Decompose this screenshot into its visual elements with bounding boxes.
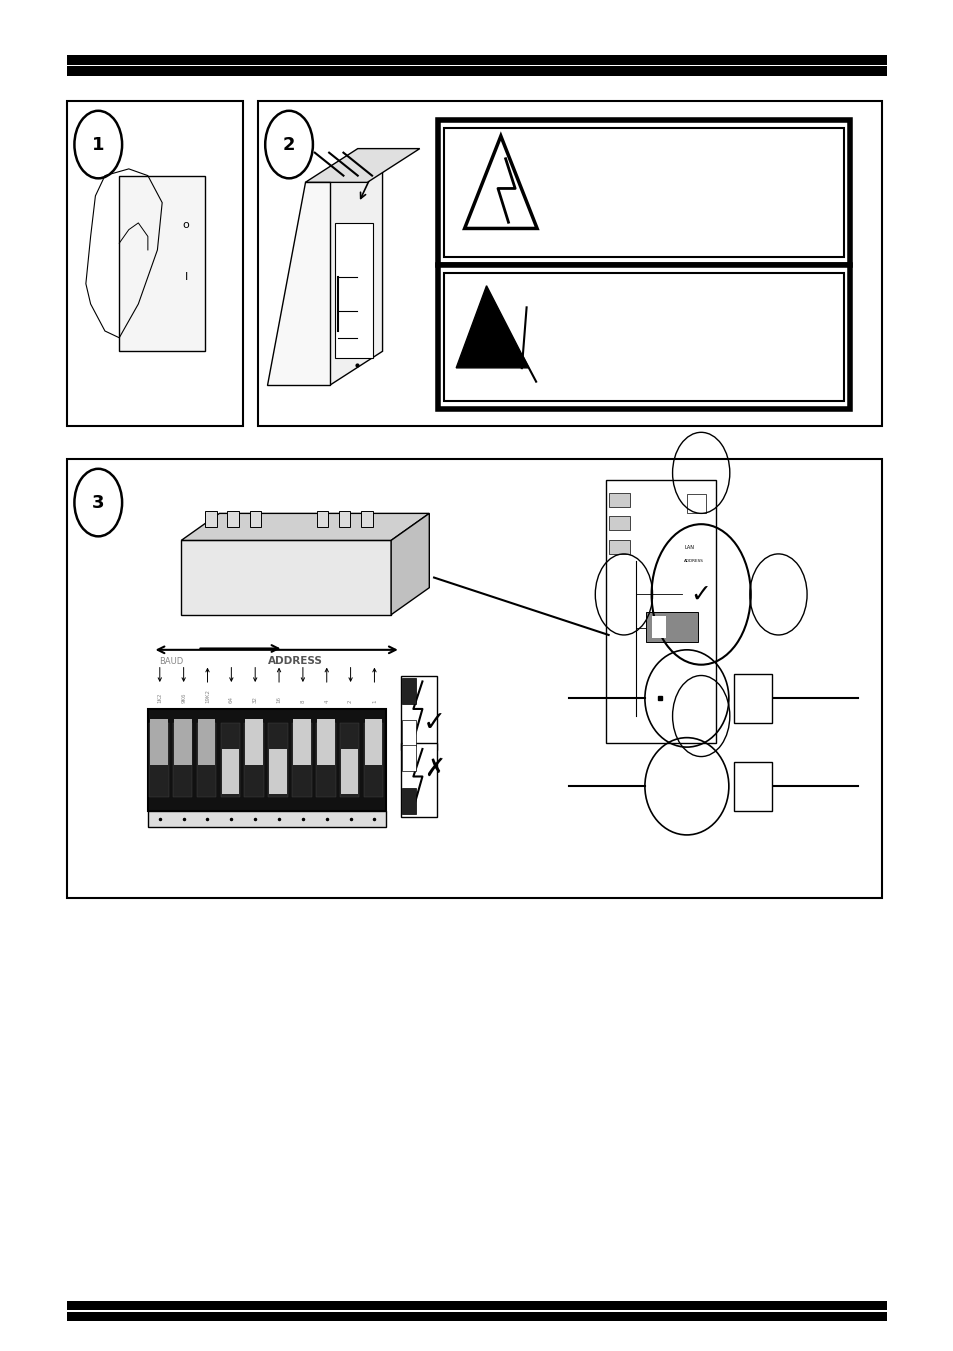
Bar — [402, 678, 416, 704]
Bar — [172, 723, 193, 797]
Bar — [443, 273, 843, 401]
Polygon shape — [181, 513, 429, 540]
Bar — [316, 511, 328, 527]
Bar — [269, 748, 287, 794]
Bar — [149, 723, 169, 797]
Text: o: o — [183, 220, 190, 230]
Text: 8: 8 — [300, 698, 305, 703]
Bar — [181, 540, 391, 615]
Bar — [244, 723, 264, 797]
Text: LAN: LAN — [683, 544, 693, 550]
Text: ✓: ✓ — [422, 709, 445, 736]
Polygon shape — [267, 182, 330, 385]
Bar — [437, 265, 849, 409]
Bar — [338, 511, 350, 527]
Bar — [196, 723, 216, 797]
Text: 3: 3 — [91, 493, 105, 512]
Bar — [733, 674, 771, 723]
Text: 64: 64 — [229, 696, 233, 703]
Bar — [257, 101, 882, 426]
Text: BAUD: BAUD — [159, 657, 184, 666]
Polygon shape — [305, 149, 419, 182]
Bar — [605, 480, 715, 743]
Bar — [173, 719, 192, 765]
Bar — [67, 55, 886, 65]
Bar — [119, 176, 205, 351]
Text: I: I — [184, 273, 188, 282]
Bar — [361, 511, 373, 527]
Bar — [608, 493, 629, 507]
Text: 32: 32 — [253, 696, 257, 703]
Bar — [400, 743, 436, 817]
Bar — [245, 719, 263, 765]
Bar — [67, 1312, 886, 1321]
Bar — [400, 676, 436, 750]
Bar — [402, 746, 416, 771]
Bar — [67, 459, 882, 898]
Bar — [67, 101, 243, 426]
Bar — [733, 762, 771, 811]
Text: ADDRESS: ADDRESS — [683, 559, 703, 562]
Bar — [402, 788, 416, 813]
Bar — [645, 612, 698, 642]
Bar — [220, 723, 240, 797]
Bar — [402, 720, 416, 746]
Bar — [443, 128, 843, 257]
Text: 1K2: 1K2 — [157, 692, 162, 703]
Text: 2: 2 — [348, 698, 353, 703]
Bar — [205, 511, 216, 527]
Polygon shape — [456, 286, 528, 367]
Bar — [197, 719, 215, 765]
Bar — [148, 811, 386, 827]
Text: ADDRESS: ADDRESS — [268, 657, 323, 666]
Bar — [608, 516, 629, 530]
Bar — [340, 748, 358, 794]
Polygon shape — [335, 223, 373, 358]
Bar — [268, 723, 288, 797]
Bar — [364, 719, 382, 765]
Bar — [67, 66, 886, 76]
Bar — [250, 511, 261, 527]
Bar — [221, 748, 239, 794]
Polygon shape — [391, 513, 429, 615]
Bar — [316, 719, 335, 765]
Bar — [148, 709, 386, 811]
Bar — [67, 1301, 886, 1310]
Bar — [339, 723, 359, 797]
Bar — [293, 719, 311, 765]
Text: ✓: ✓ — [690, 582, 711, 607]
Text: ✗: ✗ — [423, 757, 444, 781]
Bar — [227, 511, 238, 527]
Bar — [315, 723, 335, 797]
Text: 4: 4 — [324, 698, 329, 703]
Text: 1: 1 — [372, 698, 376, 703]
Bar — [363, 723, 383, 797]
Text: 19K2: 19K2 — [205, 689, 210, 703]
Bar — [608, 540, 629, 554]
Bar — [651, 616, 665, 638]
Text: 16: 16 — [276, 696, 281, 703]
Polygon shape — [330, 149, 382, 385]
Bar — [292, 723, 312, 797]
Bar — [686, 494, 705, 513]
Bar — [150, 719, 168, 765]
Bar — [437, 120, 849, 265]
Text: 9K6: 9K6 — [181, 692, 186, 703]
Text: 1: 1 — [91, 135, 105, 154]
Text: 2: 2 — [282, 135, 295, 154]
